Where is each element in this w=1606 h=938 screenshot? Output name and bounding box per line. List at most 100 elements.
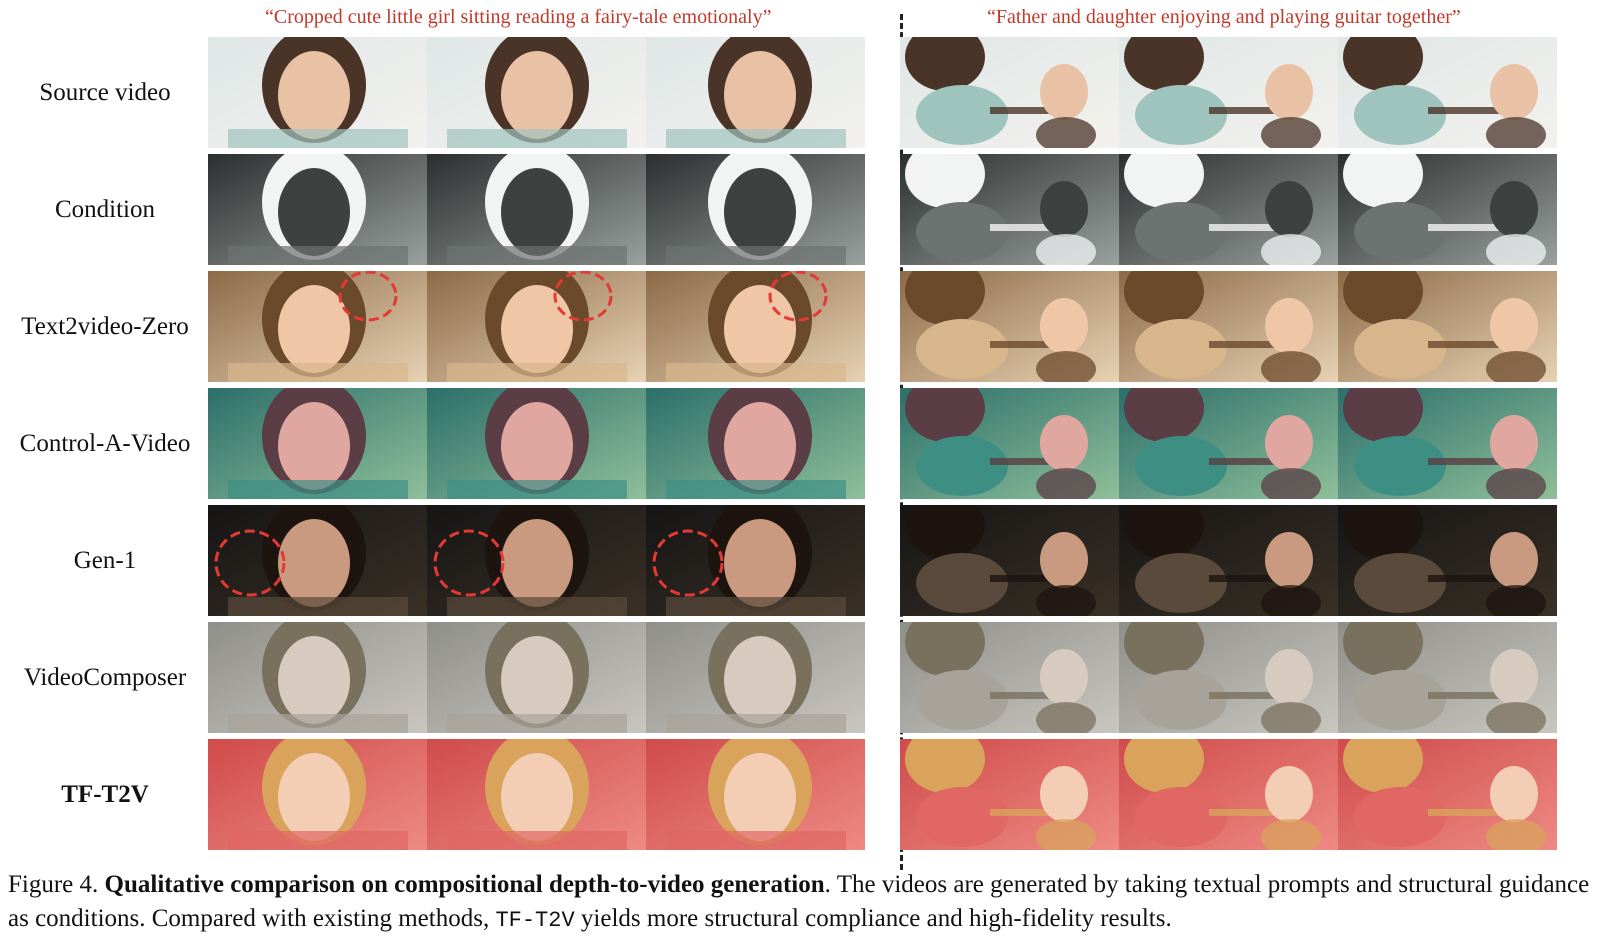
frame-image (900, 622, 1119, 733)
video-frame (1338, 154, 1557, 265)
video-frame (1119, 271, 1338, 382)
video-frame (900, 154, 1119, 265)
frame-image (1338, 622, 1557, 733)
video-frame (1119, 37, 1338, 148)
video-frame (208, 154, 427, 265)
video-frame (1119, 388, 1338, 499)
video-frame (427, 271, 646, 382)
frame-image (900, 505, 1119, 616)
left-prompt: “Cropped cute little girl sitting readin… (265, 6, 772, 28)
row-label: Source video (39, 78, 171, 106)
frame-image (1338, 154, 1557, 265)
frame-image (646, 622, 865, 733)
frame-image (208, 271, 427, 382)
frame-image (208, 37, 427, 148)
video-frame (427, 388, 646, 499)
annotation-circle (652, 529, 724, 597)
row-label: TF-T2V (61, 780, 149, 808)
caption-title: Qualitative comparison on compositional … (104, 871, 825, 898)
frame-image (427, 37, 646, 148)
frame-image (208, 388, 427, 499)
frame-image (646, 739, 865, 850)
frame-image (427, 505, 646, 616)
frame-image (646, 37, 865, 148)
frame-image (900, 37, 1119, 148)
video-frame (646, 271, 865, 382)
frame-image (427, 154, 646, 265)
video-frame (646, 37, 865, 148)
video-frame (208, 622, 427, 733)
frame-image (427, 388, 646, 499)
annotation-circle (768, 271, 828, 322)
caption-method-name: TF-T2V (495, 908, 575, 933)
caption-text-a: . The videos are generated by taking tex… (8, 871, 1590, 932)
frame-image (1119, 37, 1338, 148)
video-frame (646, 622, 865, 733)
frame-image (1338, 505, 1557, 616)
frame-image (646, 271, 865, 382)
video-frame (1338, 37, 1557, 148)
video-frame (208, 505, 427, 616)
frame-image (1338, 271, 1557, 382)
video-frame (1338, 271, 1557, 382)
video-frame (900, 271, 1119, 382)
frame-image (427, 271, 646, 382)
video-frame (1338, 505, 1557, 616)
annotation-circle (553, 271, 613, 322)
video-frame (427, 622, 646, 733)
video-frame (208, 739, 427, 850)
frame-image (646, 505, 865, 616)
video-frame (1338, 388, 1557, 499)
video-frame (1119, 622, 1338, 733)
figure-caption: Figure 4. Qualitative comparison on comp… (8, 868, 1600, 938)
video-frame (427, 154, 646, 265)
video-frame (900, 622, 1119, 733)
frame-image (208, 739, 427, 850)
annotation-circle (214, 529, 286, 597)
video-frame (900, 388, 1119, 499)
frame-image (427, 622, 646, 733)
frame-image (1338, 739, 1557, 850)
caption-fig-label: Figure 4. (8, 871, 105, 898)
frame-image (900, 154, 1119, 265)
video-frame (900, 505, 1119, 616)
frame-image (1119, 505, 1338, 616)
video-frame (646, 154, 865, 265)
video-frame (1119, 154, 1338, 265)
video-frame (1119, 739, 1338, 850)
video-frame (1119, 505, 1338, 616)
video-frame (900, 37, 1119, 148)
video-frame (646, 388, 865, 499)
frame-image (1338, 37, 1557, 148)
video-frame (646, 505, 865, 616)
frame-image (208, 154, 427, 265)
frame-image (900, 271, 1119, 382)
right-prompt: “Father and daughter enjoying and playin… (987, 6, 1461, 28)
frame-image (1119, 154, 1338, 265)
caption-text-b: yields more structural compliance and hi… (574, 905, 1172, 932)
video-frame (900, 739, 1119, 850)
video-frame (427, 739, 646, 850)
row-label: Control-A-Video (19, 429, 191, 457)
frame-image (900, 739, 1119, 850)
video-frame (427, 37, 646, 148)
video-frame (208, 271, 427, 382)
row-label: Condition (54, 195, 155, 223)
frame-image (646, 154, 865, 265)
frame-image (1338, 388, 1557, 499)
frame-image (427, 739, 646, 850)
frame-image (1119, 271, 1338, 382)
frame-image (1119, 622, 1338, 733)
annotation-circle (433, 529, 505, 597)
video-frame (1338, 739, 1557, 850)
frame-image (646, 388, 865, 499)
row-label: Gen-1 (73, 546, 137, 574)
video-frame (646, 739, 865, 850)
frame-image (1119, 388, 1338, 499)
video-frame (208, 388, 427, 499)
video-frame (1338, 622, 1557, 733)
frame-image (208, 622, 427, 733)
video-frame (427, 505, 646, 616)
annotation-circle (338, 271, 398, 322)
row-label: Text2video-Zero (21, 312, 189, 340)
